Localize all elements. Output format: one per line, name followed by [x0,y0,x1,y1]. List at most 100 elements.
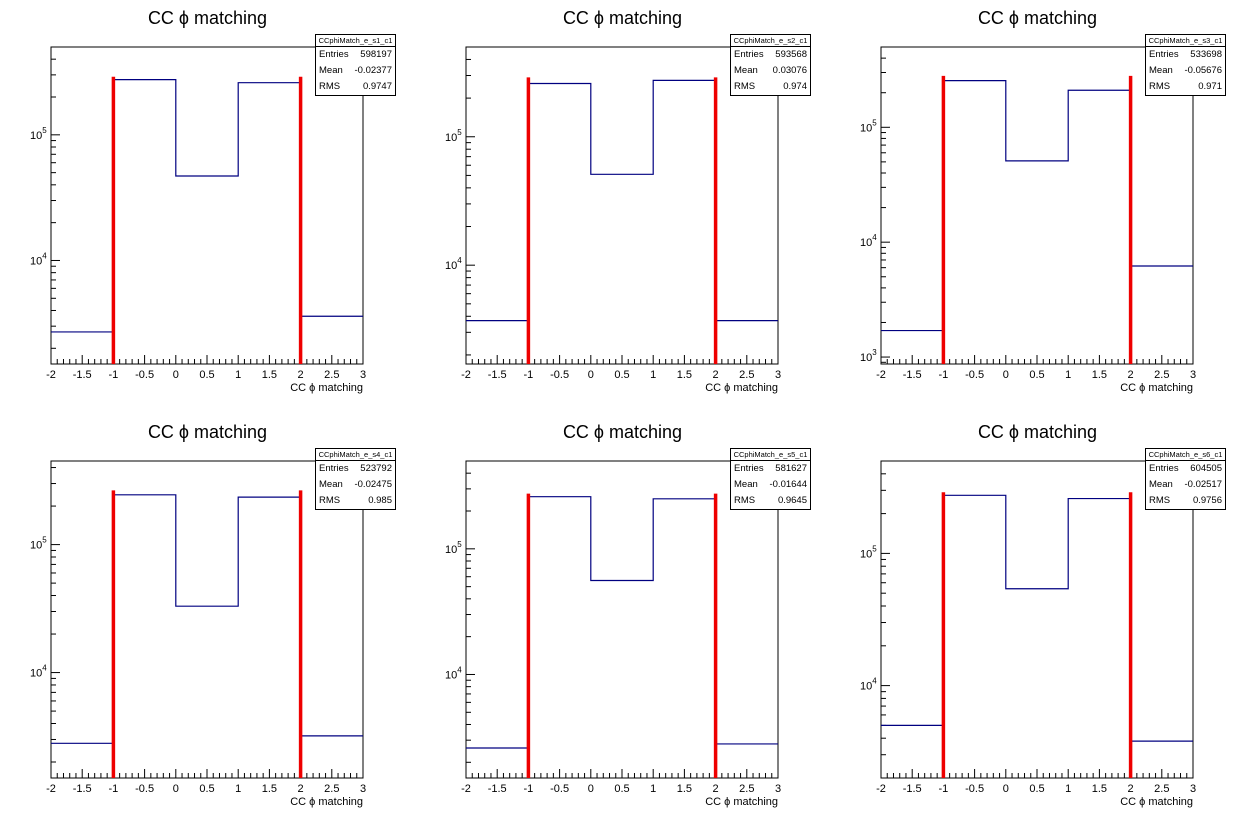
histogram-series [51,79,363,333]
histogram-panel-6: CC ϕ matching -2 -1.5 -1 -0.5 0 0.5 1 1.5 2 2.5 3 CC… [830,414,1245,828]
stats-box: CCphiMatch_e_s4_c1 Entries 523792 Mean -0.02… [315,448,396,510]
x-tick-label: 0.5 [1029,783,1044,795]
stats-box: CCphiMatch_e_s2_c1 Entries 593568 Mean 0.030… [730,34,811,96]
x-tick-label: -0.5 [550,369,569,381]
x-tick-label: 0 [588,369,594,381]
stats-box: CCphiMatch_e_s1_c1 Entries 598197 Mean -0.02… [315,34,396,96]
stats-value: 0.971 [1198,81,1222,92]
x-tick-label: 3 [1190,369,1196,381]
histogram-panel-1: CC ϕ matching -2 -1.5 -1 -0.5 0 0.5 1 1.5 2 2.5 3 CC… [0,0,415,414]
stats-label: Entries [1149,463,1179,474]
y-tick-label: 104 [30,664,47,680]
stats-row: RMS 0.9756 [1146,493,1225,509]
x-tick-label: 2.5 [324,369,339,381]
x-tick-label: -1 [939,369,949,381]
x-axis-label: CC ϕ matching [705,796,778,808]
histogram-series [466,79,778,322]
x-tick-label: 1.5 [262,783,277,795]
x-tick-label: 1.5 [677,783,692,795]
histogram-panel-5: CC ϕ matching -2 -1.5 -1 -0.5 0 0.5 1 1.5 2 2.5 3 CC… [415,414,830,828]
stats-value: 0.03076 [772,65,807,76]
x-tick-label: 2 [298,783,304,795]
x-tick-label: 0.5 [1029,369,1044,381]
x-axis-ticks [880,355,1194,364]
x-tick-label: 3 [360,369,366,381]
x-tick-label: -2 [876,783,886,795]
y-tick-label: 104 [860,677,877,693]
histogram-plot: -2 -1.5 -1 -0.5 0 0.5 1 1.5 2 2.5 3CC ϕ matching 10… [445,460,781,808]
stats-label: RMS [1149,81,1171,92]
y-axis-ticks [466,46,475,356]
x-tick-label: 0.5 [199,369,214,381]
histogram-plot: -2 -1.5 -1 -0.5 0 0.5 1 1.5 2 2.5 3CC ϕ matching 10… [445,46,781,394]
stats-value: 0.9747 [362,81,392,92]
chart-title: CC ϕ matching [147,422,268,442]
x-axis-ticks [50,769,364,778]
x-tick-label: 3 [775,369,781,381]
chart-title: CC ϕ matching [977,422,1098,442]
x-tick-label: 1 [650,369,656,381]
stats-box: CCphiMatch_e_s5_c1 Entries 581627 Mean -0.01… [730,448,811,510]
x-tick-label: 1 [1065,369,1071,381]
x-tick-label: -1.5 [903,783,922,795]
x-axis-label: CC ϕ matching [1120,796,1193,808]
histogram-panel-3: CC ϕ matching -2 -1.5 -1 -0.5 0 0.5 1 1.5 2 2.5 3 CC… [830,0,1245,414]
stats-row: Mean -0.05676 [1146,63,1225,79]
x-tick-label: 0 [173,783,179,795]
histogram-series [51,494,363,744]
stats-value: 0.9756 [1192,495,1222,506]
x-tick-label: -2 [46,369,56,381]
stats-label: RMS [319,81,341,92]
stats-row: Entries 523792 [316,461,395,477]
x-tick-label: -0.5 [550,783,569,795]
x-tick-label: -1.5 [488,369,507,381]
stats-label: Mean [734,65,758,76]
chart-title: CC ϕ matching [562,8,683,28]
x-axis-label: CC ϕ matching [705,382,778,394]
x-tick-label: 1 [235,369,241,381]
stats-box-name: CCphiMatch_e_s5_c1 [731,449,810,461]
x-tick-label: 3 [360,783,366,795]
x-tick-label: 2 [713,369,719,381]
y-tick-label: 105 [30,536,47,552]
x-tick-label: -0.5 [135,369,154,381]
stats-row: Entries 598197 [316,47,395,63]
x-tick-label: 1.5 [262,369,277,381]
x-tick-label: 0.5 [199,783,214,795]
stats-row: Entries 533698 [1146,47,1225,63]
x-tick-label: -2 [46,783,56,795]
x-tick-label: 1 [1065,783,1071,795]
stats-row: Entries 604505 [1146,461,1225,477]
stats-value: 0.974 [783,81,807,92]
stats-row: RMS 0.974 [731,79,810,95]
histogram-plot: -2 -1.5 -1 -0.5 0 0.5 1 1.5 2 2.5 3CC ϕ matching 10… [30,460,366,808]
x-axis-ticks [465,769,779,778]
histogram-series [466,496,778,749]
stats-label: Entries [1149,49,1179,60]
x-tick-label: -1.5 [903,369,922,381]
y-axis-ticks [51,46,60,349]
stats-row: Mean -0.02517 [1146,477,1225,493]
x-tick-label: -1.5 [73,369,92,381]
x-tick-label: 1 [650,783,656,795]
x-tick-label: 0 [588,783,594,795]
y-axis-ticks [51,467,60,763]
stats-label: Entries [734,49,764,60]
histogram-panel-4: CC ϕ matching -2 -1.5 -1 -0.5 0 0.5 1 1.5 2 2.5 3 CC… [0,414,415,828]
stats-box: CCphiMatch_e_s6_c1 Entries 604505 Mean -0.02… [1145,448,1226,510]
stats-row: RMS 0.9645 [731,493,810,509]
y-axis-ticks [466,460,475,763]
stats-label: RMS [319,495,341,506]
x-tick-label: -2 [876,369,886,381]
stats-row: RMS 0.971 [1146,79,1225,95]
stats-label: Mean [1149,65,1173,76]
stats-row: RMS 0.9747 [316,79,395,95]
x-tick-label: 0 [1003,369,1009,381]
x-tick-label: 3 [775,783,781,795]
x-tick-label: 1.5 [1092,369,1107,381]
stats-value: 0.985 [368,495,392,506]
stats-value: -0.02517 [1184,479,1222,490]
x-tick-label: 0.5 [614,783,629,795]
chart-title: CC ϕ matching [147,8,268,28]
